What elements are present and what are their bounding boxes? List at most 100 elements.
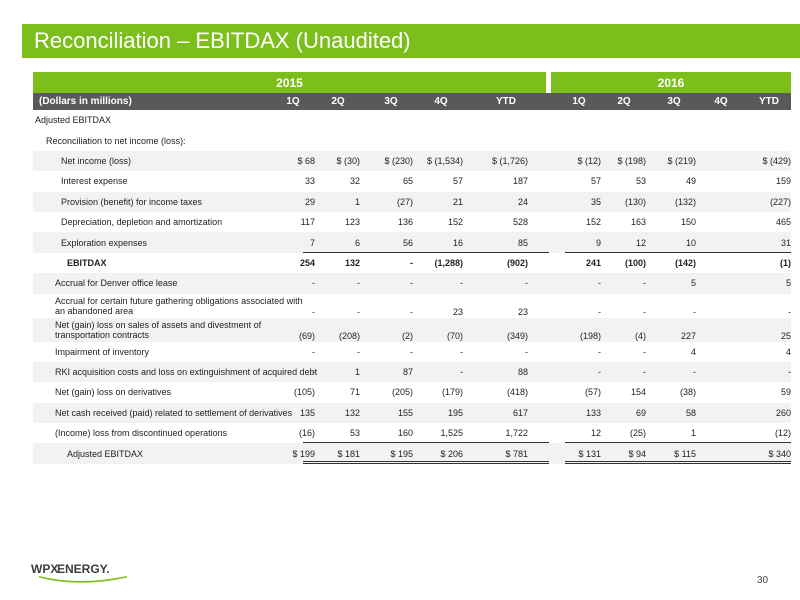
row-value: - bbox=[460, 278, 463, 289]
row-value: 1,525 bbox=[440, 428, 463, 439]
year-band-2015: 2015 bbox=[33, 72, 546, 93]
row-value: 65 bbox=[402, 176, 413, 187]
table-row: Net (gain) loss on derivatives (105) 71 (20… bbox=[33, 382, 791, 402]
row-value: 241 bbox=[585, 257, 601, 268]
column-header: 2Q bbox=[331, 96, 345, 107]
row-label: EBITDAX bbox=[67, 257, 107, 268]
wpx-energy-logo: WPX ENERGY. bbox=[31, 562, 141, 591]
section-adjusted-ebitdax: Adjusted EBITDAX bbox=[33, 110, 791, 130]
total-rule bbox=[303, 251, 549, 253]
row-value: 1,722 bbox=[505, 428, 528, 439]
row-value: (227) bbox=[769, 196, 791, 207]
row-value: - bbox=[643, 367, 646, 378]
row-value: 160 bbox=[397, 428, 413, 439]
row-value: 53 bbox=[349, 428, 360, 439]
row-value bbox=[689, 362, 743, 382]
table-row: Exploration expenses 7 6 56 16 85 9 12 10 31 bbox=[33, 232, 791, 253]
row-value: - bbox=[460, 367, 463, 378]
row-value: 5 bbox=[785, 278, 791, 289]
row-value: - bbox=[693, 306, 696, 317]
row-value: (38) bbox=[679, 387, 696, 398]
row-value: 7 bbox=[309, 237, 315, 248]
row-value: 1 bbox=[690, 428, 696, 439]
row-label: Depreciation, depletion and amortization bbox=[61, 217, 223, 228]
row-value: 69 bbox=[635, 407, 646, 418]
table-row: Net (gain) loss on sales of assets and d… bbox=[33, 317, 791, 342]
row-value: (418) bbox=[506, 387, 528, 398]
row-value bbox=[689, 212, 743, 232]
row-value: (198) bbox=[579, 330, 601, 341]
row-value: $ (12) bbox=[577, 155, 601, 166]
row-label: Accrual for Denver office lease bbox=[55, 278, 178, 289]
row-value: $ 340 bbox=[768, 448, 791, 459]
row-label: Net (gain) loss on sales of assets and d… bbox=[55, 319, 262, 340]
row-value: 136 bbox=[397, 217, 413, 228]
row-value: $ (1,534) bbox=[426, 155, 463, 166]
table-row: RKI acquisition costs and loss on exting… bbox=[33, 361, 791, 383]
row-value: $ 94 bbox=[628, 448, 646, 459]
row-value bbox=[689, 423, 743, 443]
row-value: 31 bbox=[780, 237, 791, 248]
table-row: Accrual for Denver office lease - - - - - - - 5 5 bbox=[33, 273, 791, 294]
row-value: - bbox=[643, 278, 646, 289]
row-value: 35 bbox=[590, 196, 601, 207]
row-value: 254 bbox=[299, 257, 315, 268]
row-value: - bbox=[410, 278, 413, 289]
column-header: 1Q bbox=[286, 96, 300, 107]
column-header: 1Q bbox=[572, 96, 586, 107]
table-row: Interest expense 33 32 65 57 187 57 53 49 159 bbox=[33, 171, 791, 191]
table-row: Accrual for certain future gathering obl… bbox=[33, 294, 791, 318]
row-label: Provision (benefit) for income taxes bbox=[61, 196, 203, 207]
row-value: 12 bbox=[590, 428, 601, 439]
row-value: 58 bbox=[685, 407, 696, 418]
row-value: - bbox=[460, 346, 463, 357]
section-label: Reconciliation to net income (loss): bbox=[46, 135, 186, 146]
row-value: - bbox=[312, 278, 315, 289]
row-value: 10 bbox=[685, 237, 696, 248]
logo-text-b: ENERGY. bbox=[57, 562, 110, 576]
row-value: (27) bbox=[396, 196, 413, 207]
section-reconciliation: Reconciliation to net income (loss): bbox=[33, 130, 791, 150]
row-value: 23 bbox=[517, 306, 528, 317]
row-value: - bbox=[788, 306, 791, 317]
row-value bbox=[689, 382, 743, 402]
row-value bbox=[689, 253, 743, 273]
row-value bbox=[689, 192, 743, 212]
table-row: Net income (loss) $ 68 $ (30) $ (230) $ (1,5… bbox=[33, 150, 791, 172]
column-header: YTD bbox=[496, 96, 516, 107]
wpx-logo-mark-icon: WPX ENERGY. bbox=[31, 562, 127, 583]
row-value bbox=[689, 403, 743, 423]
row-value: (25) bbox=[629, 428, 646, 439]
row-value: $ (219) bbox=[667, 155, 696, 166]
row-value: 155 bbox=[397, 407, 413, 418]
page-number: 30 bbox=[757, 575, 769, 586]
row-value: - bbox=[643, 306, 646, 317]
row-value: (69) bbox=[298, 330, 315, 341]
row-value: - bbox=[598, 278, 601, 289]
column-header-row: (Dollars in millions) 1Q 2Q 3Q 4Q YTD 1Q 2Q 3Q 4Q… bbox=[33, 93, 791, 110]
row-label: (Income) loss from discontinued operatio… bbox=[55, 428, 228, 439]
page-title: Reconciliation – EBITDAX (Unaudited) bbox=[34, 28, 411, 53]
row-value: (105) bbox=[293, 387, 315, 398]
row-label: Accrual for certain future gathering obl… bbox=[55, 295, 303, 316]
row-value: $ 195 bbox=[390, 448, 413, 459]
row-value: (100) bbox=[624, 257, 646, 268]
row-value: (205) bbox=[391, 387, 413, 398]
row-value: 187 bbox=[512, 176, 528, 187]
row-label: Net (gain) loss on derivatives bbox=[55, 387, 172, 398]
year-band-2016: 2016 bbox=[551, 72, 791, 93]
row-value: (902) bbox=[506, 257, 528, 268]
row-value: (16) bbox=[298, 428, 315, 439]
row-value: 150 bbox=[680, 217, 696, 228]
row-value: 132 bbox=[344, 257, 360, 268]
row-value: - bbox=[312, 346, 315, 357]
row-value: $ 181 bbox=[337, 448, 360, 459]
row-value: 25 bbox=[780, 330, 791, 341]
row-value: - bbox=[312, 306, 315, 317]
row-value: $ (429) bbox=[762, 155, 791, 166]
row-value: 21 bbox=[452, 196, 463, 207]
row-value: 33 bbox=[304, 176, 315, 187]
section-label: Adjusted EBITDAX bbox=[35, 115, 112, 126]
row-value: 159 bbox=[775, 176, 791, 187]
row-value: 57 bbox=[590, 176, 601, 187]
